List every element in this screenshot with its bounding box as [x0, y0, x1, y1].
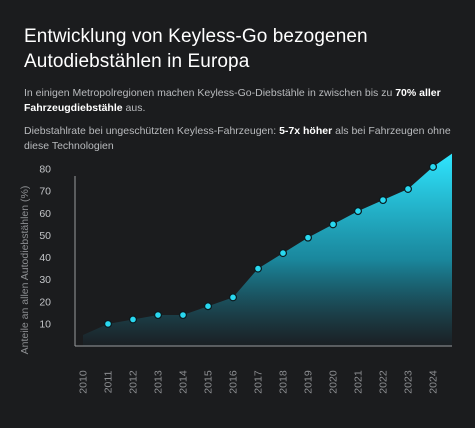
x-tick-label: 2010	[78, 370, 90, 394]
data-point-2011	[103, 319, 112, 328]
x-tick-label: 2021	[353, 370, 365, 394]
x-tick-label: 2023	[403, 370, 415, 394]
description-2-highlight: 5-7x höher	[279, 125, 333, 137]
x-tick-label: 2024	[428, 370, 440, 394]
data-point-2020	[329, 220, 338, 229]
description-2: Diebstahlrate bei ungeschützten Keyless-…	[24, 124, 454, 154]
x-tick-label: 2020	[328, 370, 340, 394]
y-tick-label: 60	[39, 208, 51, 220]
x-tick-label: 2022	[378, 370, 390, 394]
data-point-2014	[179, 311, 188, 320]
x-tick-label: 2018	[278, 370, 290, 394]
description-2-tail: als bei Fahrzeugen ohne diese Technologi…	[24, 125, 451, 152]
data-point-2022	[379, 196, 388, 205]
chart-title: Entwicklung von Keyless-Go bezogenen Aut…	[24, 26, 368, 72]
description-1: In einigen Metropolregionen machen Keyle…	[24, 86, 454, 116]
data-point-2024	[429, 162, 438, 171]
y-tick-label: 30	[39, 274, 51, 286]
description-1-highlight: 70% aller Fahrzeugdiebstähle	[24, 87, 441, 114]
x-tick-label: 2015	[203, 370, 215, 394]
x-tick-label: 2012	[128, 370, 140, 394]
y-tick-label: 20	[39, 296, 51, 308]
data-point-2017	[254, 264, 263, 273]
data-point-2015	[204, 302, 213, 311]
x-tick-label: 2014	[178, 370, 190, 394]
x-tick-label: 2016	[228, 370, 240, 394]
y-tick-label: 40	[39, 252, 51, 264]
y-tick-label: 70	[39, 186, 51, 198]
data-point-2019	[304, 233, 313, 242]
y-axis-title: Anteile an allen Autodiebstählen (%)	[19, 186, 31, 355]
x-tick-label: 2017	[253, 370, 265, 394]
description-1-tail: aus.	[122, 102, 146, 114]
y-tick-label: 50	[39, 230, 51, 242]
y-tick-label: 10	[39, 318, 51, 330]
data-point-2023	[404, 184, 413, 193]
y-tick-label: 80	[39, 164, 51, 176]
description-1-text: In einigen Metropolregionen machen Keyle…	[24, 87, 396, 99]
x-tick-label: 2011	[103, 371, 115, 394]
data-point-2016	[229, 293, 238, 302]
description-2-text: Diebstahlrate bei ungeschützten Keyless-…	[24, 125, 280, 137]
data-point-2012	[129, 315, 138, 324]
data-point-2013	[154, 311, 163, 320]
x-tick-label: 2019	[303, 370, 315, 394]
x-tick-label: 2013	[153, 370, 165, 394]
data-point-2021	[354, 207, 363, 216]
data-point-2018	[279, 249, 288, 258]
series-area	[83, 153, 452, 346]
